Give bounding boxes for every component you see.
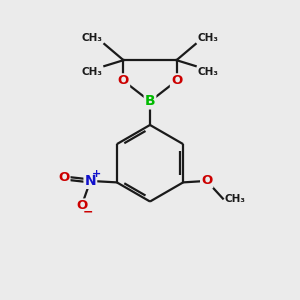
Text: O: O xyxy=(201,174,212,188)
Text: CH₃: CH₃ xyxy=(197,67,218,77)
Text: CH₃: CH₃ xyxy=(197,33,218,43)
Text: O: O xyxy=(118,74,129,87)
Text: CH₃: CH₃ xyxy=(224,194,245,204)
Text: +: + xyxy=(92,169,101,179)
Text: −: − xyxy=(83,205,93,218)
Text: O: O xyxy=(171,74,182,87)
Text: CH₃: CH₃ xyxy=(82,33,103,43)
Text: O: O xyxy=(58,172,70,184)
Text: CH₃: CH₃ xyxy=(82,67,103,77)
Text: N: N xyxy=(85,174,96,188)
Text: O: O xyxy=(76,200,87,212)
Text: B: B xyxy=(145,94,155,108)
